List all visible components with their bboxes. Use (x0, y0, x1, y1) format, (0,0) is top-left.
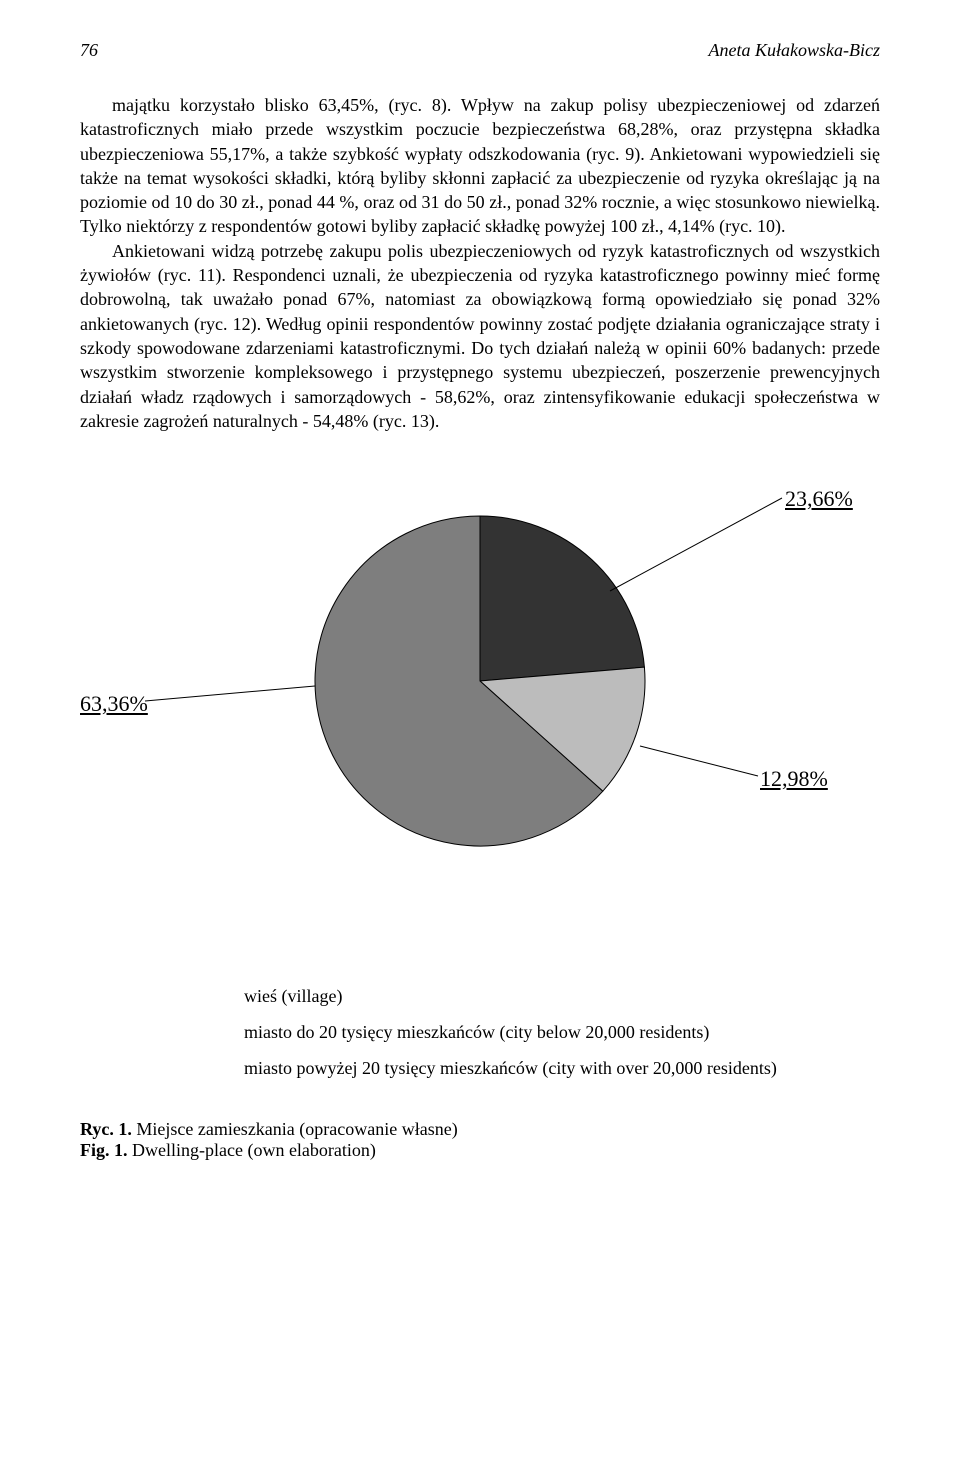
caption-en: Fig. 1. Dwelling-place (own elaboration) (80, 1140, 880, 1161)
header-author: Aneta Kułakowska-Bicz (709, 40, 880, 61)
pie-svg (80, 461, 880, 901)
legend-item: miasto do 20 tysięcy mieszkańców (city b… (210, 1021, 880, 1043)
caption-pl-prefix: Ryc. 1. (80, 1119, 132, 1139)
legend-swatch (210, 985, 232, 1007)
legend-swatch (210, 1057, 232, 1079)
figure-caption: Ryc. 1. Miejsce zamieszkania (opracowani… (80, 1119, 880, 1161)
leader-line (610, 498, 782, 591)
legend-item: miasto powyżej 20 tysięcy mieszkańców (c… (210, 1057, 880, 1079)
chart-value-label: 63,36% (80, 691, 148, 717)
page-number: 76 (80, 40, 98, 61)
running-header: 76 Aneta Kułakowska-Bicz (80, 40, 880, 61)
legend: wieś (village) miasto do 20 tysięcy mies… (80, 985, 880, 1079)
legend-label: miasto powyżej 20 tysięcy mieszkańców (c… (244, 1058, 777, 1079)
caption-pl-text: Miejsce zamieszkania (opracowanie własne… (132, 1119, 458, 1139)
pie-slice (480, 516, 644, 681)
legend-item: wieś (village) (210, 985, 880, 1007)
chart-value-label: 23,66% (785, 486, 853, 512)
legend-label: wieś (village) (244, 986, 342, 1007)
legend-swatch (210, 1021, 232, 1043)
paragraph-1: majątku korzystało blisko 63,45%, (ryc. … (80, 93, 880, 239)
chart-value-label: 12,98% (760, 766, 828, 792)
body-text: majątku korzystało blisko 63,45%, (ryc. … (80, 93, 880, 433)
page: 76 Aneta Kułakowska-Bicz majątku korzyst… (0, 0, 960, 1480)
legend-label: miasto do 20 tysięcy mieszkańców (city b… (244, 1022, 709, 1043)
paragraph-2: Ankietowani widzą potrzebę zakupu polis … (80, 239, 880, 433)
pie-chart: 63,36% 23,66% 12,98% (80, 461, 880, 971)
caption-en-text: Dwelling-place (own elaboration) (128, 1140, 376, 1160)
caption-en-prefix: Fig. 1. (80, 1140, 128, 1160)
leader-line (145, 686, 315, 701)
leader-line (640, 746, 758, 776)
caption-pl: Ryc. 1. Miejsce zamieszkania (opracowani… (80, 1119, 880, 1140)
